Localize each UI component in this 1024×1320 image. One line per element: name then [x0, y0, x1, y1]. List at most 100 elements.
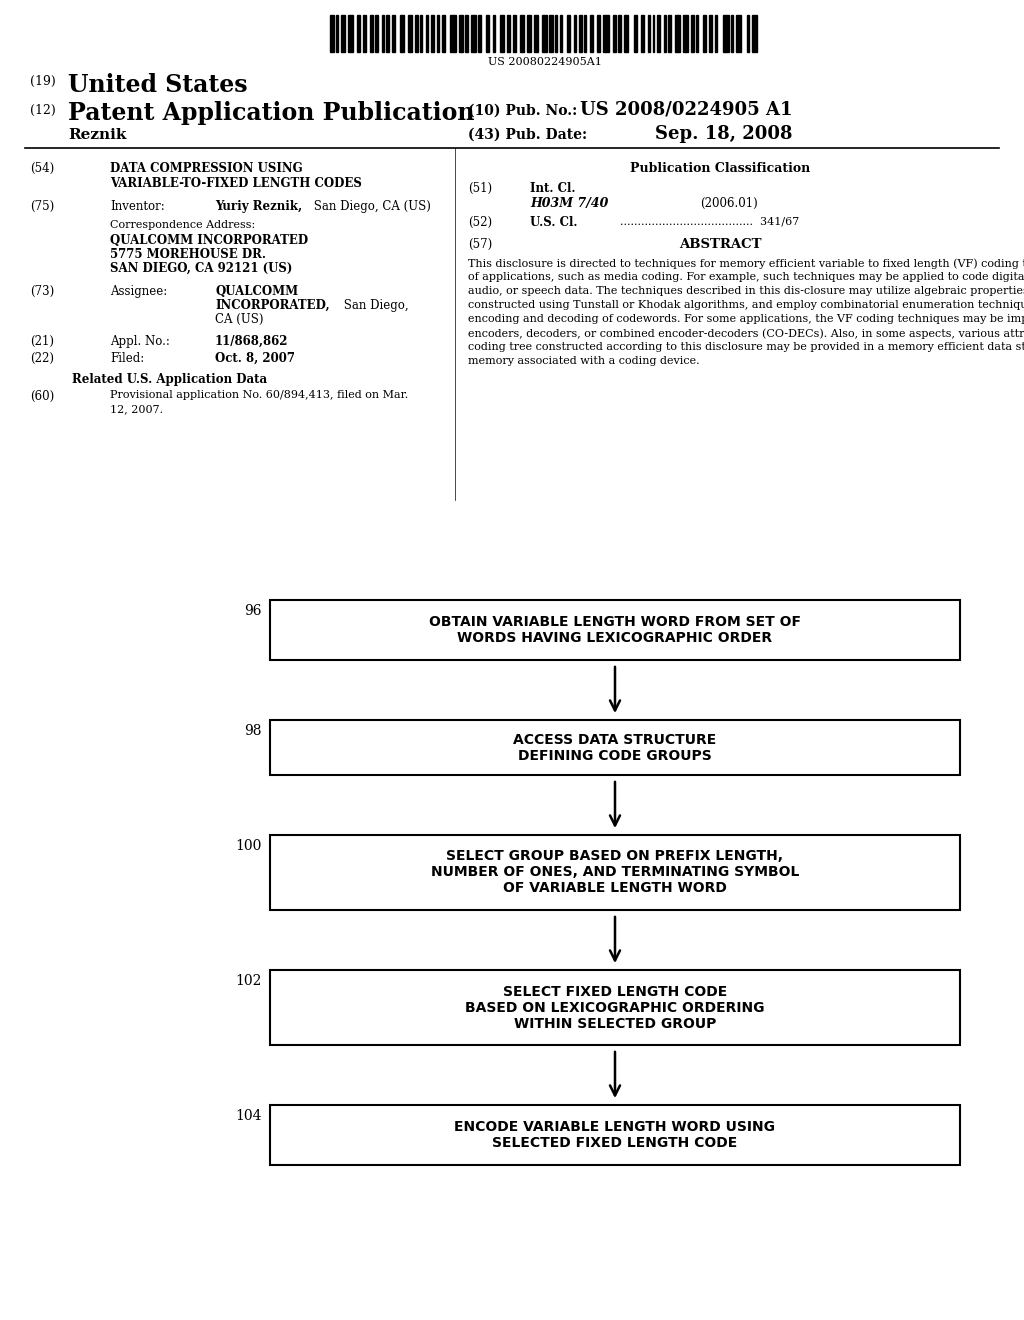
- Text: (73): (73): [30, 285, 54, 298]
- Text: Reznik: Reznik: [68, 128, 126, 143]
- Text: San Diego,: San Diego,: [340, 300, 409, 312]
- Bar: [270, 836, 961, 909]
- Bar: [420, 15, 422, 51]
- Bar: [519, 15, 524, 51]
- Text: 12, 2007.: 12, 2007.: [110, 404, 163, 414]
- Bar: [409, 15, 412, 51]
- Text: SELECT FIXED LENGTH CODE: SELECT FIXED LENGTH CODE: [503, 985, 727, 998]
- Bar: [527, 15, 531, 51]
- Text: OBTAIN VARIABLE LENGTH WORD FROM SET OF: OBTAIN VARIABLE LENGTH WORD FROM SET OF: [429, 615, 801, 630]
- Bar: [486, 15, 489, 51]
- Text: 5775 MOREHOUSE DR.: 5775 MOREHOUSE DR.: [110, 248, 266, 261]
- Bar: [625, 15, 628, 51]
- Text: QUALCOMM INCORPORATED: QUALCOMM INCORPORATED: [110, 234, 308, 247]
- Text: H03M 7/40: H03M 7/40: [530, 197, 608, 210]
- Text: CA (US): CA (US): [215, 313, 263, 326]
- Bar: [703, 15, 707, 51]
- Bar: [507, 15, 510, 51]
- Bar: [436, 15, 439, 51]
- Text: Yuriy Reznik,: Yuriy Reznik,: [215, 201, 302, 213]
- Bar: [603, 15, 608, 51]
- Bar: [597, 15, 600, 51]
- Text: Appl. No.:: Appl. No.:: [110, 335, 170, 348]
- Text: (43) Pub. Date:: (43) Pub. Date:: [468, 128, 587, 143]
- Bar: [584, 15, 586, 51]
- Bar: [668, 15, 671, 51]
- Bar: [347, 15, 353, 51]
- Text: Filed:: Filed:: [110, 352, 144, 366]
- Text: (75): (75): [30, 201, 54, 213]
- Bar: [618, 15, 622, 51]
- Text: encoders, decoders, or combined encoder-decoders (CO-DECs). Also, in some aspect: encoders, decoders, or combined encoder-…: [468, 327, 1024, 338]
- Text: DEFINING CODE GROUPS: DEFINING CODE GROUPS: [518, 748, 712, 763]
- Text: Patent Application Publication: Patent Application Publication: [68, 102, 474, 125]
- Bar: [513, 15, 516, 51]
- Bar: [270, 601, 961, 660]
- Text: (10) Pub. No.:: (10) Pub. No.:: [468, 104, 578, 117]
- Bar: [336, 15, 338, 51]
- Bar: [471, 15, 475, 51]
- Bar: [731, 15, 732, 51]
- Bar: [386, 15, 389, 51]
- Text: Sep. 18, 2008: Sep. 18, 2008: [655, 125, 793, 143]
- Bar: [370, 15, 373, 51]
- Text: of applications, such as media coding. For example, such techniques may be appli: of applications, such as media coding. F…: [468, 272, 1024, 282]
- Text: Assignee:: Assignee:: [110, 285, 167, 298]
- Text: (19): (19): [30, 75, 55, 88]
- Text: 96: 96: [245, 605, 262, 618]
- Bar: [270, 719, 961, 775]
- Text: (52): (52): [468, 216, 493, 228]
- Text: SELECT GROUP BASED ON PREFIX LENGTH,: SELECT GROUP BASED ON PREFIX LENGTH,: [446, 850, 783, 863]
- Bar: [341, 15, 345, 51]
- Text: United States: United States: [68, 73, 248, 96]
- Text: (12): (12): [30, 104, 55, 117]
- Text: Inventor:: Inventor:: [110, 201, 165, 213]
- Bar: [270, 1105, 961, 1166]
- Text: Related U.S. Application Data: Related U.S. Application Data: [73, 374, 267, 385]
- Text: 98: 98: [245, 723, 262, 738]
- Text: WITHIN SELECTED GROUP: WITHIN SELECTED GROUP: [514, 1016, 716, 1031]
- Text: DATA COMPRESSION USING: DATA COMPRESSION USING: [110, 162, 303, 176]
- Text: San Diego, CA (US): San Diego, CA (US): [310, 201, 431, 213]
- Bar: [647, 15, 649, 51]
- Text: VARIABLE-TO-FIXED LENGTH CODES: VARIABLE-TO-FIXED LENGTH CODES: [110, 177, 361, 190]
- Bar: [442, 15, 445, 51]
- Bar: [270, 970, 961, 1045]
- Bar: [549, 15, 553, 51]
- Text: constructed using Tunstall or Khodak algorithms, and employ combinatorial enumer: constructed using Tunstall or Khodak alg…: [468, 300, 1024, 310]
- Bar: [542, 15, 547, 51]
- Text: encoding and decoding of codewords. For some applications, the VF coding techniq: encoding and decoding of codewords. For …: [468, 314, 1024, 323]
- Text: 100: 100: [236, 840, 262, 853]
- Text: ENCODE VARIABLE LENGTH WORD USING: ENCODE VARIABLE LENGTH WORD USING: [455, 1119, 775, 1134]
- Bar: [364, 15, 367, 51]
- Bar: [652, 15, 654, 51]
- Bar: [431, 15, 433, 51]
- Text: 11/868,862: 11/868,862: [215, 335, 289, 348]
- Text: ......................................  341/67: ...................................... 3…: [620, 216, 800, 226]
- Text: ACCESS DATA STRUCTURE: ACCESS DATA STRUCTURE: [513, 733, 717, 747]
- Bar: [400, 15, 404, 51]
- Text: audio, or speech data. The techniques described in this dis-closure may utilize : audio, or speech data. The techniques de…: [468, 286, 1024, 296]
- Text: (60): (60): [30, 389, 54, 403]
- Bar: [566, 15, 570, 51]
- Bar: [494, 15, 496, 51]
- Text: 104: 104: [236, 1109, 262, 1123]
- Bar: [657, 15, 660, 51]
- Bar: [696, 15, 698, 51]
- Bar: [690, 15, 693, 51]
- Bar: [710, 15, 712, 51]
- Text: US 2008/0224905 A1: US 2008/0224905 A1: [580, 102, 793, 119]
- Bar: [465, 15, 468, 51]
- Bar: [723, 15, 729, 51]
- Bar: [382, 15, 384, 51]
- Text: SELECTED FIXED LENGTH CODE: SELECTED FIXED LENGTH CODE: [493, 1137, 737, 1150]
- Bar: [715, 15, 717, 51]
- Text: (57): (57): [468, 238, 493, 251]
- Text: (21): (21): [30, 335, 54, 348]
- Bar: [426, 15, 428, 51]
- Bar: [500, 15, 504, 51]
- Bar: [375, 15, 378, 51]
- Text: 102: 102: [236, 974, 262, 987]
- Bar: [574, 15, 577, 51]
- Text: US 20080224905A1: US 20080224905A1: [488, 57, 602, 67]
